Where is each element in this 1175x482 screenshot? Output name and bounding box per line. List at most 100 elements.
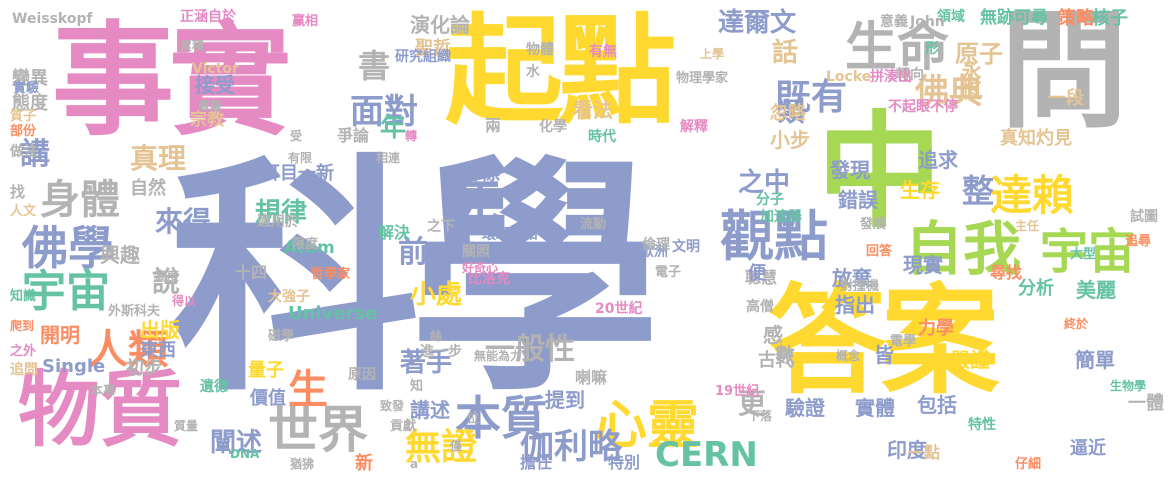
cloud-word: 生物學 <box>1110 379 1147 393</box>
cloud-word: 佛典 <box>915 72 983 112</box>
cloud-word: 人類 <box>88 327 168 373</box>
cloud-word: 時代 <box>588 129 616 145</box>
cloud-word: 自然 <box>130 178 166 199</box>
cloud-word: 致發 <box>380 399 405 413</box>
cloud-word: 逼近 <box>1070 438 1106 459</box>
cloud-word: 無能為力 <box>474 349 523 363</box>
cloud-word: 美麗 <box>1076 278 1116 302</box>
cloud-word: 電子 <box>655 265 682 280</box>
cloud-word: 爭論 <box>337 126 370 145</box>
cloud-word: 解釋 <box>680 119 708 135</box>
cloud-word: 發現 <box>830 158 870 182</box>
cloud-word: Weisskopf <box>12 11 93 27</box>
cloud-word: 原子 <box>955 40 1003 68</box>
cloud-word: 特別 <box>608 453 641 472</box>
cloud-word: 高度 <box>155 269 180 283</box>
cloud-word: CERN <box>655 435 758 475</box>
cloud-word: 目標 <box>460 160 500 184</box>
cloud-word: 中 <box>795 105 940 225</box>
cloud-word: 分子 <box>756 192 784 208</box>
cloud-word: 對撞機 <box>840 279 880 294</box>
cloud-word: 數 <box>775 343 795 367</box>
cloud-word: 實體 <box>855 396 895 420</box>
cloud-word: 錯誤 <box>838 188 878 212</box>
cloud-word: 倫理 <box>642 237 670 253</box>
cloud-word: 面對 <box>350 92 418 132</box>
cloud-word: 東西 <box>140 340 176 361</box>
cloud-word: 簡單 <box>1075 348 1115 372</box>
cloud-word: 宇宙 <box>22 266 110 317</box>
cloud-word: 印度 <box>887 438 927 462</box>
cloud-word: 有限 <box>288 151 313 165</box>
cloud-word: 接受 <box>195 73 235 97</box>
cloud-word: 生 <box>288 367 328 413</box>
cloud-word: 比洛克 <box>468 271 510 287</box>
cloud-word: 無跡可尋 <box>980 8 1048 28</box>
cloud-word: 身體 <box>40 177 120 223</box>
cloud-word: 指出 <box>835 293 875 317</box>
cloud-word: 做法 <box>10 144 38 160</box>
cloud-word: 初步 <box>126 358 162 379</box>
cloud-word: 大型 <box>1070 247 1097 262</box>
cloud-word: 生命 <box>845 18 950 78</box>
cloud-word: 類 <box>778 98 805 128</box>
cloud-word: 高僧 <box>746 299 774 315</box>
cloud-word: 問 <box>1000 0 1128 146</box>
cloud-word: 無證 <box>405 427 478 468</box>
cloud-word: 提到 <box>545 388 585 412</box>
cloud-word: 大強子 <box>268 289 310 305</box>
cloud-word: 來得 <box>155 205 212 238</box>
cloud-word: 嚴謹 <box>950 348 990 372</box>
cloud-word: 前 <box>398 235 428 270</box>
cloud-word: 尋找 <box>990 263 1023 282</box>
cloud-word: 外斯科夫 <box>108 304 161 319</box>
cloud-word: 概念 <box>836 349 861 363</box>
cloud-word: 說 <box>152 265 181 298</box>
cloud-word: 下落 <box>748 409 773 423</box>
cloud-word: 絲 <box>430 329 443 343</box>
cloud-word: 適用於 <box>257 214 299 230</box>
cloud-word: 規律 <box>255 198 308 228</box>
cloud-word: 領域 <box>937 9 965 25</box>
cloud-word: 死 <box>448 176 501 236</box>
cloud-word: a <box>410 457 419 471</box>
cloud-word: 達賴 <box>990 171 1075 220</box>
cloud-word: 實驗 <box>13 81 40 96</box>
cloud-word: Locke <box>826 69 872 85</box>
cloud-word: 磁學 <box>268 329 295 344</box>
cloud-word: 力學 <box>918 318 954 339</box>
cloud-word: 環環相扣 <box>482 227 538 243</box>
cloud-word: John <box>910 14 945 30</box>
cloud-word: 皆 <box>874 343 894 367</box>
cloud-word: 核子 <box>1092 8 1128 29</box>
cloud-word: 包括 <box>917 393 957 417</box>
cloud-word: 發展 <box>860 217 887 232</box>
cloud-word: 原因 <box>348 367 376 383</box>
cloud-word: 猶狒 <box>290 457 315 471</box>
cloud-word: 著手 <box>400 348 453 378</box>
cloud-word: 加速器 <box>760 209 802 225</box>
cloud-word: 更 <box>738 387 767 420</box>
cloud-word: 關照 <box>462 244 490 260</box>
cloud-word: 心靈 <box>595 396 700 456</box>
cloud-word: 驗證 <box>785 396 825 420</box>
cloud-word: 答案 <box>768 272 999 410</box>
cloud-word: 開明 <box>40 323 80 347</box>
cloud-word: 好奇心 <box>462 261 499 275</box>
cloud-word: 物質 <box>18 363 183 458</box>
cloud-word: 生存 <box>900 178 940 202</box>
cloud-word: 既有 <box>775 77 848 118</box>
cloud-word: 真知灼見 <box>1000 128 1072 149</box>
cloud-word: DNA <box>230 447 260 461</box>
cloud-word: 僅 <box>450 439 463 453</box>
cloud-word: 部份 <box>10 124 37 139</box>
cloud-word: 講 <box>20 137 50 172</box>
cloud-word: 電學 <box>890 334 917 349</box>
cloud-word: 追求 <box>918 148 958 172</box>
cloud-word: 十四 <box>235 263 268 282</box>
cloud-word: 意義 <box>880 14 908 30</box>
cloud-word: 整 <box>962 172 995 210</box>
cloud-word: 話 <box>772 38 799 68</box>
cloud-word: 年 <box>380 113 407 143</box>
